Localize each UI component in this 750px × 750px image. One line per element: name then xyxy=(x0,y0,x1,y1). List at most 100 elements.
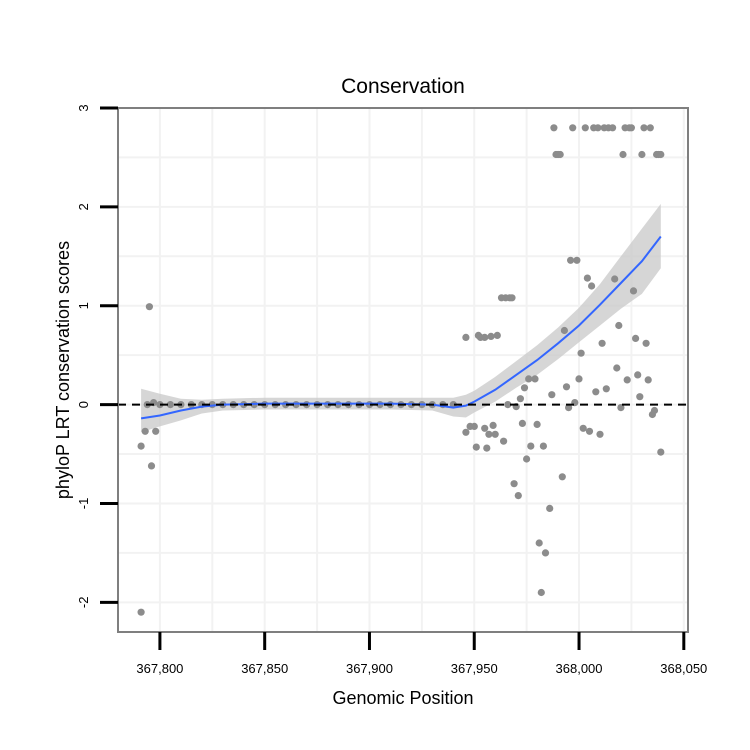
data-point xyxy=(481,424,489,432)
y-tick-label: -1 xyxy=(76,498,91,510)
data-point xyxy=(623,376,631,384)
y-axis: -2 -1 0 1 2 3 xyxy=(76,104,118,608)
chart-title: Conservation xyxy=(341,75,465,98)
data-point xyxy=(558,473,566,481)
data-point xyxy=(520,384,529,392)
data-point xyxy=(602,385,610,393)
data-point xyxy=(462,333,470,341)
data-point xyxy=(535,539,543,547)
data-point xyxy=(166,401,174,409)
data-point xyxy=(489,421,497,429)
data-point xyxy=(531,375,539,383)
data-point xyxy=(537,588,545,597)
y-tick-label: 0 xyxy=(76,401,91,408)
data-point xyxy=(615,321,623,330)
data-point xyxy=(156,401,164,409)
data-point xyxy=(518,419,527,427)
data-point xyxy=(523,455,531,463)
data-point xyxy=(565,404,573,412)
data-point xyxy=(629,287,638,295)
data-point xyxy=(583,274,592,282)
data-point xyxy=(642,339,650,347)
data-point xyxy=(550,124,558,132)
data-point xyxy=(640,124,648,132)
data-point xyxy=(632,334,640,342)
data-point xyxy=(462,428,470,436)
data-point xyxy=(634,371,642,379)
data-point xyxy=(585,427,594,435)
data-point xyxy=(579,424,587,432)
confidence-ribbon-layer xyxy=(141,203,661,433)
data-point xyxy=(533,420,541,428)
data-point xyxy=(636,393,644,401)
data-point xyxy=(141,427,149,435)
data-point xyxy=(596,430,604,438)
panel-border xyxy=(117,107,689,633)
data-point xyxy=(562,383,571,391)
data-point xyxy=(609,124,617,132)
x-tick-label: 367,950 xyxy=(451,661,498,676)
grid xyxy=(118,107,688,632)
data-point xyxy=(577,349,585,357)
data-point xyxy=(481,333,489,341)
data-point xyxy=(575,375,583,383)
data-point xyxy=(613,364,621,372)
data-point xyxy=(147,462,156,470)
data-point xyxy=(611,275,619,283)
y-tick-label: 1 xyxy=(76,302,91,309)
data-point xyxy=(525,375,533,383)
data-point xyxy=(491,430,499,438)
data-point xyxy=(657,448,665,456)
data-point xyxy=(514,492,522,500)
y-axis-title: phyloP LRT conservation scores xyxy=(53,241,73,499)
x-tick-label: 368,050 xyxy=(660,661,707,676)
data-point xyxy=(472,443,480,451)
data-point xyxy=(485,430,493,438)
y-tick-label: 2 xyxy=(76,203,91,210)
data-point xyxy=(619,150,627,159)
data-point xyxy=(145,303,153,311)
data-point xyxy=(556,150,564,159)
data-point xyxy=(569,124,577,132)
x-axis: 367,800 367,850 367,900 367,950 368,000 368,0… xyxy=(136,632,707,676)
data-point xyxy=(137,442,145,450)
x-tick-label: 368,000 xyxy=(556,661,603,676)
data-point xyxy=(617,404,625,412)
data-point xyxy=(546,504,554,512)
data-point xyxy=(504,401,512,409)
data-point xyxy=(500,437,508,445)
data-point xyxy=(567,256,575,264)
data-point xyxy=(539,442,548,450)
data-point xyxy=(646,124,654,132)
y-tick-label: 3 xyxy=(76,104,91,111)
data-point xyxy=(592,388,600,396)
smooth-fit-line xyxy=(140,235,662,420)
data-point xyxy=(650,406,659,415)
data-point xyxy=(588,282,596,290)
data-point xyxy=(516,395,525,403)
data-point xyxy=(510,480,518,488)
data-point xyxy=(508,294,516,302)
data-point xyxy=(598,339,606,347)
data-point xyxy=(541,549,550,557)
y-tick-label: -2 xyxy=(76,597,91,609)
x-tick-label: 367,900 xyxy=(346,661,393,676)
data-point xyxy=(470,422,478,430)
smooth-line-layer xyxy=(140,235,662,420)
x-tick-label: 367,800 xyxy=(136,661,183,676)
data-point xyxy=(638,150,646,159)
data-point xyxy=(152,427,160,435)
data-point xyxy=(657,150,665,159)
confidence-ribbon xyxy=(141,203,661,433)
data-point xyxy=(548,391,556,399)
data-point xyxy=(483,444,491,452)
data-point xyxy=(594,124,602,132)
x-axis-title: Genomic Position xyxy=(332,688,473,708)
data-point xyxy=(493,331,501,339)
points-layer xyxy=(137,124,665,616)
data-point xyxy=(581,124,589,132)
data-point xyxy=(560,326,569,335)
data-point xyxy=(527,442,535,450)
data-point xyxy=(573,256,581,264)
